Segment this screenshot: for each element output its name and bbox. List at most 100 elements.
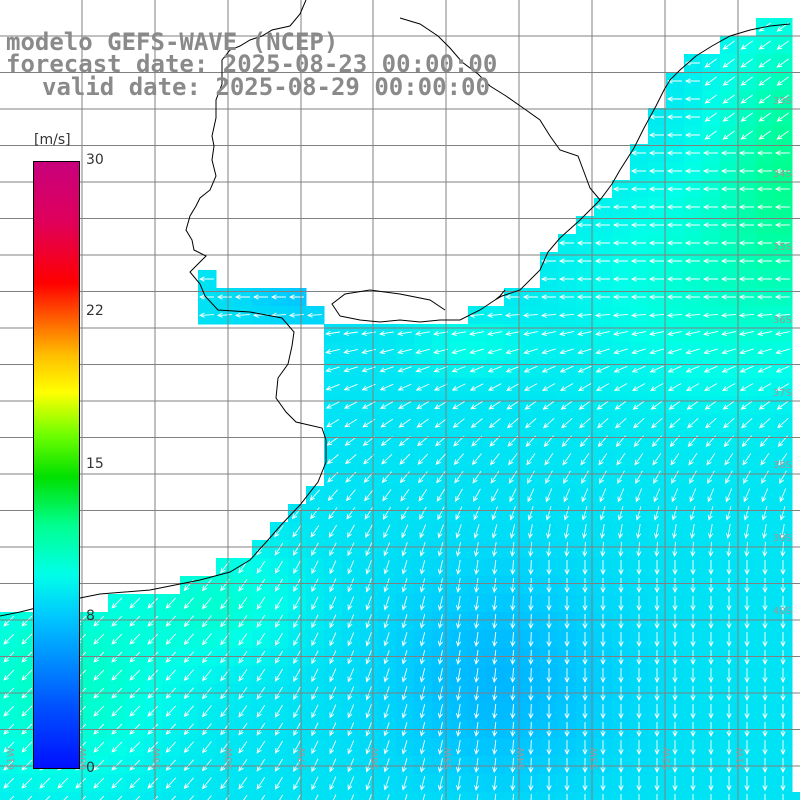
- wind-arrow: [398, 418, 411, 428]
- wind-arrow: [474, 632, 480, 647]
- wind-arrow: [111, 615, 123, 627]
- wind-arrow: [198, 294, 214, 300]
- wind-arrow: [326, 419, 340, 428]
- wind-arrow: [630, 150, 646, 156]
- wind-arrow: [435, 453, 447, 465]
- wind-arrow: [702, 222, 718, 228]
- wind-arrow: [704, 58, 717, 68]
- wind-arrow: [708, 704, 714, 720]
- wind-arrow: [707, 470, 715, 485]
- wind-arrow: [344, 436, 357, 446]
- wind-arrow: [636, 632, 642, 648]
- wind-arrow: [744, 578, 750, 594]
- wind-arrow: [671, 488, 679, 503]
- wind-arrow: [649, 383, 664, 392]
- wind-arrow: [576, 294, 592, 300]
- wind-arrow: [666, 276, 682, 282]
- wind-arrow: [455, 776, 462, 791]
- wind-arrow: [738, 312, 755, 318]
- wind-arrow: [474, 668, 480, 683]
- wind-arrow: [401, 776, 408, 791]
- wind-arrow: [417, 471, 428, 484]
- longitude-label: 56W: [370, 747, 381, 770]
- wind-arrow: [774, 312, 791, 318]
- wind-arrow: [293, 596, 301, 611]
- wind-arrow: [183, 633, 194, 646]
- wind-arrow: [397, 330, 412, 337]
- field-cell: [432, 792, 451, 800]
- wind-arrow: [756, 222, 772, 228]
- wind-arrow: [494, 793, 497, 800]
- wind-arrow: [780, 758, 786, 774]
- field-cell: [144, 792, 163, 800]
- wind-arrow: [690, 758, 696, 774]
- coastline: [0, 0, 791, 617]
- wind-arrow: [491, 542, 498, 557]
- wind-arrow: [171, 795, 177, 800]
- wind-arrow: [726, 614, 732, 630]
- wind-arrow: [404, 794, 408, 800]
- wind-arrow: [238, 776, 248, 790]
- wind-arrow: [451, 348, 466, 355]
- wind-arrow: [762, 776, 768, 792]
- wind-arrow: [510, 667, 516, 684]
- wind-arrow: [762, 668, 768, 684]
- wind-arrow: [703, 331, 718, 337]
- wind-arrow: [708, 758, 714, 774]
- wind-arrow: [581, 488, 589, 503]
- wind-arrow: [630, 222, 646, 228]
- wind-arrow: [653, 506, 660, 521]
- wind-arrow: [758, 400, 771, 410]
- wind-arrow: [720, 168, 736, 174]
- wind-arrow: [704, 76, 717, 86]
- wind-arrow: [706, 453, 716, 466]
- longitude-label: 51W: [735, 747, 746, 770]
- wind-arrow: [648, 276, 664, 282]
- wind-arrow: [419, 506, 427, 521]
- wind-arrow: [455, 596, 462, 611]
- wind-arrow: [474, 740, 480, 755]
- wind-arrow: [365, 776, 372, 791]
- wind-arrow: [419, 758, 426, 773]
- wind-arrow: [759, 417, 771, 429]
- wind-arrow: [491, 488, 499, 503]
- wind-arrow: [594, 294, 610, 300]
- wind-arrow: [614, 400, 627, 410]
- wind-arrow: [165, 597, 177, 609]
- wind-arrow: [780, 596, 786, 612]
- wind-arrow: [451, 330, 466, 337]
- wind-arrow: [165, 741, 177, 753]
- wind-arrow: [329, 758, 337, 773]
- wind-arrow: [189, 795, 194, 800]
- wind-arrow: [238, 740, 248, 754]
- wind-arrow: [631, 383, 646, 392]
- wind-arrow: [129, 705, 141, 717]
- wind-arrow: [774, 204, 790, 210]
- wind-arrow: [365, 740, 372, 755]
- wind-arrow: [775, 331, 790, 337]
- wind-arrow: [653, 470, 661, 485]
- wind-arrow: [455, 578, 462, 593]
- wind-arrow: [344, 418, 358, 428]
- wind-arrow: [347, 614, 355, 629]
- wind-arrow: [401, 578, 408, 593]
- wind-arrow: [666, 114, 682, 120]
- wind-arrow: [738, 168, 754, 174]
- wind-arrow: [720, 276, 736, 282]
- wind-arrow: [111, 705, 123, 717]
- wind-arrow: [687, 417, 699, 429]
- wind-arrow: [455, 524, 462, 539]
- wind-arrow: [562, 453, 572, 466]
- wind-arrow: [630, 276, 646, 282]
- wind-arrow: [760, 453, 770, 466]
- wind-arrow: [129, 669, 141, 681]
- wind-arrow: [325, 401, 340, 409]
- wind-arrow: [328, 524, 338, 538]
- wind-arrow: [756, 276, 772, 282]
- wind-arrow: [418, 488, 428, 502]
- wind-arrow: [397, 401, 412, 410]
- wind-arrow: [489, 453, 500, 466]
- colorbar-tick: 30: [86, 152, 104, 168]
- wind-arrow: [740, 58, 753, 68]
- wind-arrow: [780, 776, 786, 792]
